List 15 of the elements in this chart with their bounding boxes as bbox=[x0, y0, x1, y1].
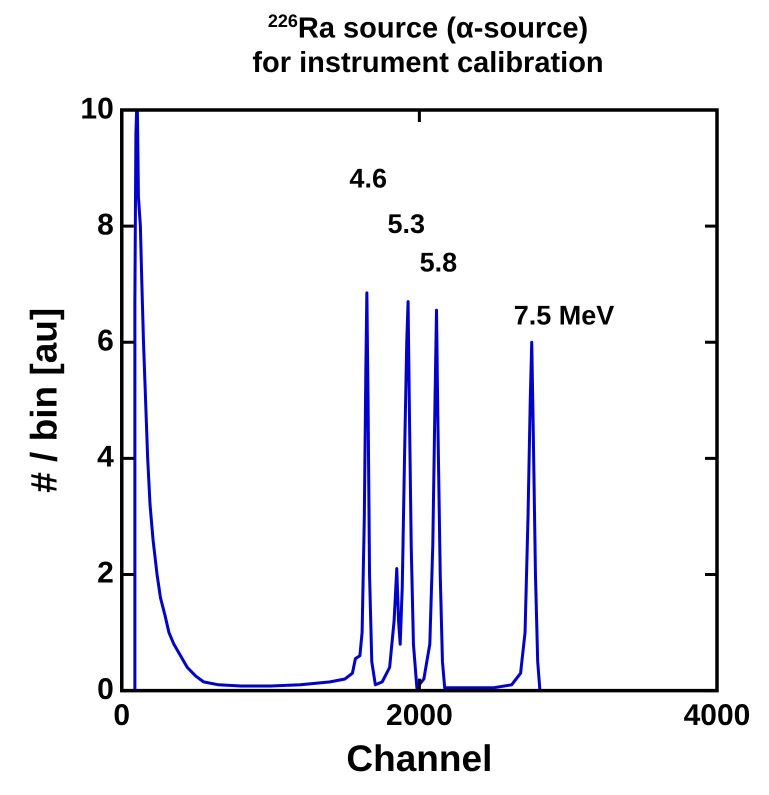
annotation: 4.6 bbox=[349, 164, 387, 194]
annotation: 7.5 MeV bbox=[514, 300, 614, 331]
chart-title: $^{226}$Ra source (α-source) for instrument calibration bbox=[251, 10, 605, 80]
y-tick-label: 10 bbox=[80, 92, 114, 126]
y-tick-label: 0 bbox=[97, 672, 114, 706]
x-tick-label: 4000 bbox=[684, 698, 750, 732]
annotation: 5.8 bbox=[420, 247, 458, 278]
y-tick-label: 8 bbox=[97, 208, 114, 242]
y-tick-label: 4 bbox=[97, 440, 114, 474]
x-axis-title: Channel bbox=[346, 738, 492, 780]
y-tick-label: 2 bbox=[97, 556, 114, 590]
y-axis-title: # / bin [au] bbox=[23, 308, 64, 493]
annotation: 5.3 bbox=[388, 208, 426, 239]
x-tick-label: 2000 bbox=[386, 698, 453, 732]
y-tick-label: 6 bbox=[97, 324, 114, 358]
